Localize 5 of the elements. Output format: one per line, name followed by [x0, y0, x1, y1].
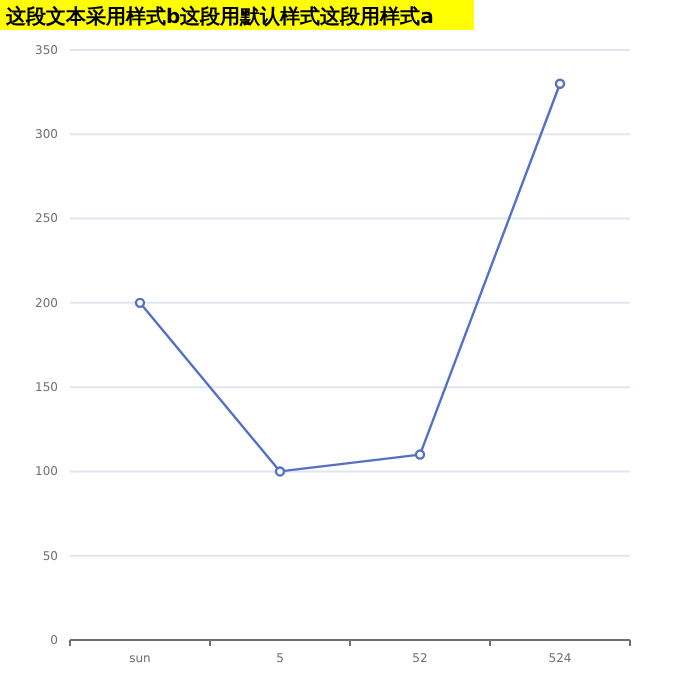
chart-title: 这段文本采用样式b这段用默认样式这段用样式a — [4, 5, 434, 29]
point — [134, 297, 146, 309]
point — [414, 449, 426, 460]
point — [554, 78, 566, 89]
point — [274, 466, 286, 477]
